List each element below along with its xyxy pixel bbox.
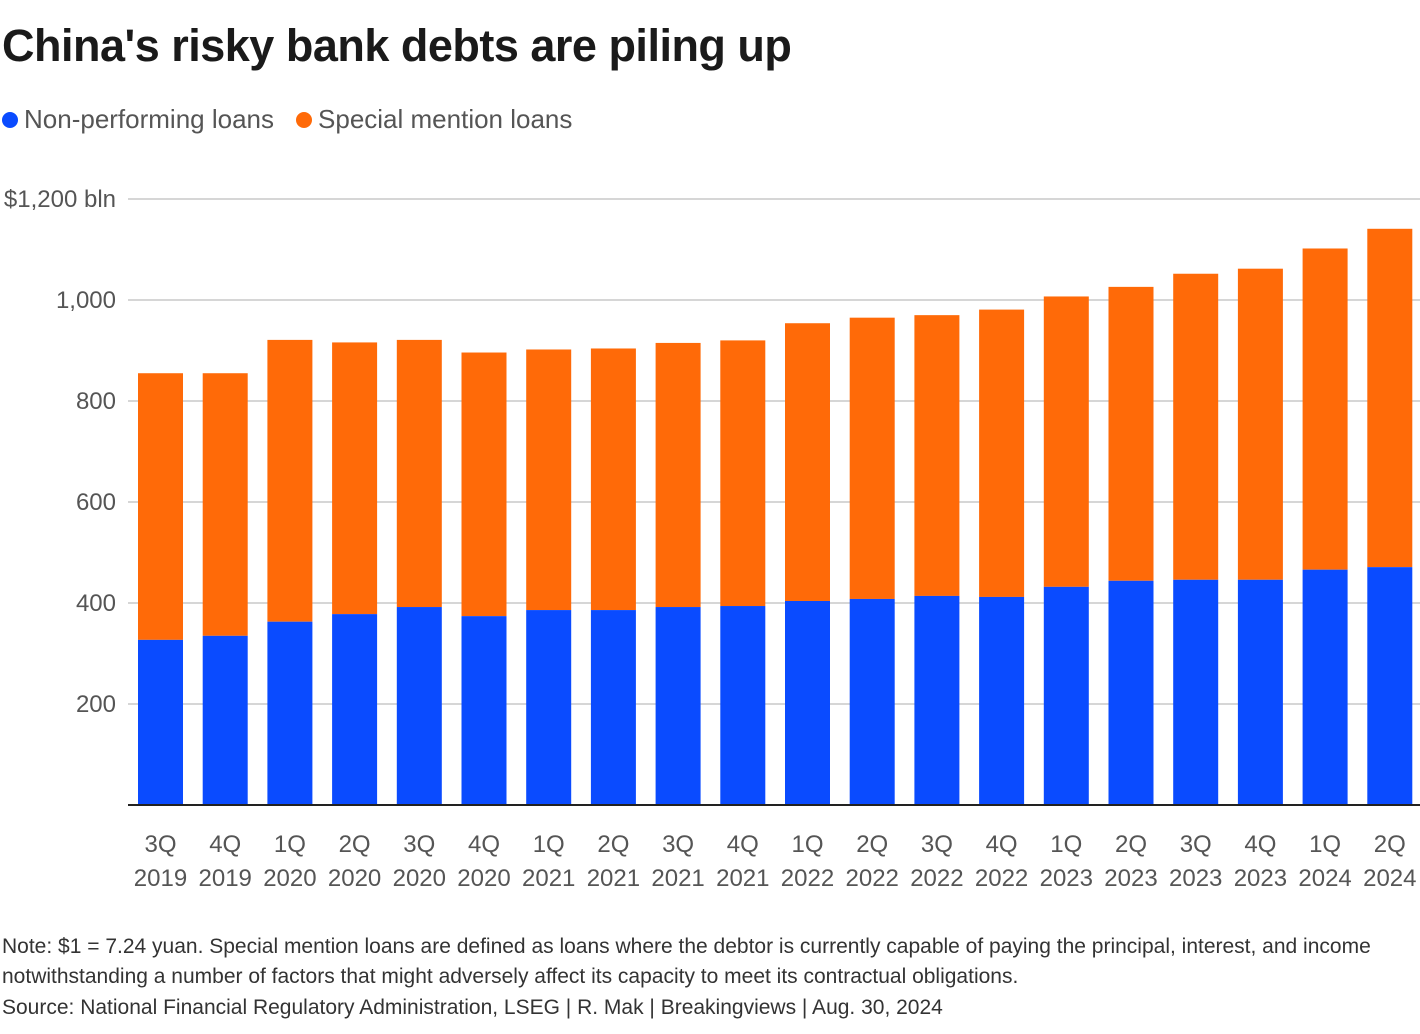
- x-tick-label-quarter: 2Q: [339, 831, 371, 858]
- bar-special-mention: [849, 317, 895, 599]
- bar-non-performing: [1302, 569, 1348, 805]
- bar-special-mention: [1173, 273, 1219, 580]
- bar-non-performing: [138, 639, 183, 805]
- bar-non-performing: [526, 610, 572, 805]
- chart-note: Note: $1 = 7.24 yuan. Special mention lo…: [2, 935, 1371, 988]
- x-tick-label-quarter: 3Q: [144, 831, 176, 858]
- x-tick-label-year: 2023: [1104, 865, 1157, 892]
- chart-source: Source: National Financial Regulatory Ad…: [2, 996, 943, 1019]
- legend-swatch-special-mention: [296, 111, 313, 128]
- x-tick-label-year: 2022: [910, 865, 963, 892]
- bar-non-performing: [1043, 586, 1089, 805]
- y-tick-label: 800: [76, 388, 116, 415]
- bar-non-performing: [332, 614, 378, 805]
- bar-special-mention: [1043, 296, 1089, 587]
- stacked-bar-chart: 200 400 600 800 1,000 $1,200 bln 3Q 2019 4Q 2019 1…: [4, 186, 1420, 892]
- y-tick-label: 400: [76, 590, 116, 617]
- bar-non-performing: [202, 635, 248, 805]
- legend-item-special-mention: Special mention loans: [296, 104, 572, 135]
- x-tick-label-year: 2021: [587, 865, 640, 892]
- bar-special-mention: [1367, 228, 1413, 568]
- x-tick-label-quarter: 2Q: [1374, 831, 1406, 858]
- x-tick-label-year: 2024: [1363, 865, 1416, 892]
- x-tick-label-quarter: 2Q: [1115, 831, 1147, 858]
- bar-special-mention: [461, 352, 507, 617]
- bar-special-mention: [1237, 268, 1283, 580]
- legend-swatch-non-performing: [2, 111, 18, 128]
- bar-non-performing: [849, 598, 895, 805]
- bar-special-mention: [1108, 286, 1154, 581]
- x-tick-label-quarter: 2Q: [597, 831, 629, 858]
- bar-non-performing: [1108, 580, 1154, 805]
- legend-label-special-mention: Special mention loans: [318, 104, 573, 134]
- x-tick-label-year: 2021: [522, 865, 575, 892]
- x-tick-label-quarter: 4Q: [1244, 831, 1276, 858]
- x-tick-label-quarter: 1Q: [533, 831, 565, 858]
- bar-special-mention: [785, 323, 830, 601]
- x-tick-label-quarter: 3Q: [1180, 831, 1212, 858]
- bar-non-performing: [1173, 579, 1219, 805]
- x-tick-label-year: 2020: [328, 865, 381, 892]
- x-tick-label-year: 2019: [134, 865, 187, 892]
- bar-non-performing: [785, 600, 830, 805]
- bar-non-performing: [396, 607, 442, 805]
- y-tick-label: 600: [76, 489, 116, 516]
- legend: Non-performing loans Special mention loa…: [2, 104, 572, 135]
- bar-special-mention: [914, 315, 960, 596]
- x-tick-label-quarter: 4Q: [986, 831, 1018, 858]
- x-tick-label-year: 2020: [263, 865, 316, 892]
- x-tick-label-quarter: 3Q: [662, 831, 694, 858]
- x-tick-label-year: 2023: [1169, 865, 1222, 892]
- bar-non-performing: [461, 616, 507, 805]
- x-tick-label-year: 2019: [199, 865, 252, 892]
- bar-non-performing: [1237, 579, 1283, 805]
- legend-label-non-performing: Non-performing loans: [24, 104, 275, 134]
- x-tick-label-year: 2020: [393, 865, 446, 892]
- y-tick-label: 1,000: [56, 287, 116, 314]
- y-tick-label: $1,200 bln: [4, 186, 116, 213]
- y-tick-label: 200: [76, 691, 116, 718]
- x-tick-label-quarter: 1Q: [1050, 831, 1082, 858]
- bar-special-mention: [720, 340, 766, 607]
- x-tick-label-quarter: 1Q: [791, 831, 823, 858]
- x-tick-label-year: 2021: [651, 865, 704, 892]
- bar-special-mention: [526, 349, 572, 611]
- x-tick-label-year: 2022: [975, 865, 1028, 892]
- bar-special-mention: [138, 373, 183, 640]
- x-tick-label-quarter: 1Q: [1309, 831, 1341, 858]
- x-tick-label-year: 2020: [457, 865, 510, 892]
- x-tick-label-quarter: 3Q: [403, 831, 435, 858]
- x-tick-label-quarter: 1Q: [274, 831, 306, 858]
- x-tick-label-quarter: 2Q: [856, 831, 888, 858]
- x-tick-label-year: 2022: [846, 865, 899, 892]
- x-tick-label-quarter: 3Q: [921, 831, 953, 858]
- x-tick-label-year: 2023: [1234, 865, 1287, 892]
- x-tick-label-year: 2021: [716, 865, 769, 892]
- bar-special-mention: [332, 342, 378, 615]
- bar-special-mention: [202, 373, 248, 636]
- bar-non-performing: [914, 595, 960, 805]
- x-tick-label-quarter: 4Q: [468, 831, 500, 858]
- legend-item-non-performing: Non-performing loans: [2, 104, 274, 135]
- bar-special-mention: [267, 339, 313, 622]
- bar-non-performing: [590, 610, 636, 805]
- x-tick-label-quarter: 4Q: [727, 831, 759, 858]
- x-tick-label-year: 2024: [1298, 865, 1351, 892]
- chart-title: China's risky bank debts are piling up: [2, 20, 792, 71]
- x-tick-label-year: 2022: [781, 865, 834, 892]
- bar-special-mention: [979, 309, 1025, 597]
- x-tick-label-year: 2023: [1040, 865, 1093, 892]
- bar-non-performing: [267, 621, 313, 805]
- bar-special-mention: [655, 342, 701, 608]
- bar-non-performing: [1367, 567, 1413, 805]
- bar-special-mention: [1302, 248, 1348, 570]
- x-tick-label-quarter: 4Q: [209, 831, 241, 858]
- bar-special-mention: [590, 348, 636, 611]
- bar-non-performing: [720, 606, 766, 805]
- bar-non-performing: [979, 596, 1025, 805]
- bar-special-mention: [396, 339, 442, 608]
- bar-non-performing: [655, 607, 701, 805]
